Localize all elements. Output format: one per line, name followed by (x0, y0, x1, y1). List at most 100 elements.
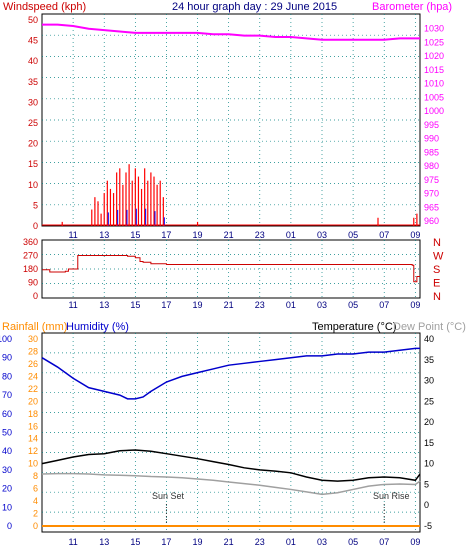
temperature-tick-label: 5 (424, 479, 429, 489)
x-tick-label: 21 (224, 537, 234, 547)
dewpoint-line (41, 472, 421, 496)
humidity-line (41, 347, 420, 400)
x-tick-label: 13 (99, 537, 109, 547)
rainfall-tick-label: 20 (28, 396, 38, 406)
baro-tick-label: 985 (424, 147, 439, 157)
rainfall-tick-label: 16 (28, 421, 38, 431)
baro-tick-label: 965 (424, 202, 439, 212)
wind-tick-label: 50 (28, 15, 38, 25)
axis-ticks: 0510152025303540455096096597097598098599… (0, 15, 444, 547)
dewpoint-axis-title: Dew Point (°C) (393, 321, 466, 333)
humidity-tick-label: 70 (2, 390, 12, 400)
direction-compass-label: S (433, 264, 440, 276)
x-tick-label: 19 (193, 537, 203, 547)
x-tick-label: 05 (348, 230, 358, 240)
wind-tick-label: 20 (28, 139, 38, 149)
wind-tick-label: 10 (28, 180, 38, 190)
x-tick-label: 15 (130, 230, 140, 240)
humidity-tick-label: 30 (2, 465, 12, 475)
x-tick-label: 15 (130, 300, 140, 310)
x-tick-label: 07 (379, 537, 389, 547)
rainfall-tick-label: 18 (28, 409, 38, 419)
x-tick-label: 05 (348, 300, 358, 310)
humidity-tick-label: 60 (2, 409, 12, 419)
direction-tick-label: 90 (28, 278, 38, 288)
temperature-tick-label: -5 (424, 521, 432, 531)
temperature-tick-label: 0 (424, 500, 429, 510)
wind-grid (42, 14, 420, 226)
x-tick-label: 17 (161, 537, 171, 547)
rainfall-tick-label: 6 (33, 484, 38, 494)
humidity-tick-label: 90 (2, 353, 12, 363)
x-tick-label: 15 (130, 537, 140, 547)
baro-tick-label: 970 (424, 189, 439, 199)
x-tick-label: 21 (224, 300, 234, 310)
direction-tick-label: 270 (23, 251, 38, 261)
x-tick-label: 17 (161, 230, 171, 240)
sunset-label: Sun Set (152, 491, 185, 501)
baro-tick-label: 1000 (424, 106, 444, 116)
x-tick-label: 11 (68, 230, 77, 240)
x-tick-label: 19 (193, 230, 203, 240)
x-tick-label: 01 (286, 537, 296, 547)
wind-direction-line (42, 255, 420, 283)
rainfall-axis-title: Rainfall (mm) (2, 321, 67, 333)
humidity-tick-label: 10 (2, 502, 12, 512)
direction-compass-label: W (433, 251, 444, 263)
wind-tick-label: 0 (33, 221, 38, 231)
x-tick-label: 03 (317, 300, 327, 310)
x-tick-label: 19 (193, 300, 203, 310)
rainfall-tick-label: 12 (28, 446, 38, 456)
direction-compass-label: N (433, 237, 441, 249)
baro-tick-label: 990 (424, 134, 439, 144)
baro-tick-label: 1010 (424, 79, 444, 89)
humidity-tick-label: 80 (2, 371, 12, 381)
x-tick-label: 09 (410, 230, 420, 240)
wind-tick-label: 25 (28, 118, 38, 128)
direction-grid (42, 240, 420, 298)
rainfall-tick-label: 10 (28, 459, 38, 469)
x-tick-label: 09 (410, 300, 420, 310)
chart-title: 24 hour graph day : 29 June 2015 (172, 1, 337, 13)
rainfall-tick-label: 8 (33, 471, 38, 481)
x-tick-label: 01 (286, 300, 296, 310)
humidity-tick-label: 0 (7, 521, 12, 531)
x-tick-label: 05 (348, 537, 358, 547)
rainfall-tick-label: 30 (28, 334, 38, 344)
x-tick-label: 13 (99, 300, 109, 310)
temperature-tick-label: 25 (424, 396, 434, 406)
wind-tick-label: 40 (28, 56, 38, 66)
temperature-tick-label: 40 (424, 334, 434, 344)
direction-tick-label: 0 (33, 291, 38, 301)
temperature-tick-label: 20 (424, 417, 434, 427)
x-tick-label: 07 (379, 230, 389, 240)
baro-tick-label: 980 (424, 161, 439, 171)
wind-tick-label: 5 (33, 200, 38, 210)
baro-tick-label: 1025 (424, 37, 444, 47)
x-tick-label: 23 (255, 537, 265, 547)
temperature-tick-label: 30 (424, 376, 434, 386)
rainfall-tick-label: 0 (33, 521, 38, 531)
rainfall-tick-label: 24 (28, 371, 38, 381)
x-tick-label: 11 (68, 300, 77, 310)
temperature-tick-label: 35 (424, 355, 434, 365)
wind-tick-label: 30 (28, 97, 38, 107)
direction-tick-label: 180 (23, 264, 38, 274)
humidity-tick-label: 100 (0, 334, 12, 344)
baro-tick-label: 975 (424, 175, 439, 185)
baro-tick-label: 960 (424, 216, 439, 226)
wind-tick-label: 45 (28, 36, 38, 46)
rainfall-tick-label: 26 (28, 359, 38, 369)
x-tick-label: 23 (255, 230, 265, 240)
x-tick-label: 11 (68, 537, 77, 547)
direction-tick-label: 360 (23, 237, 38, 247)
windspeed-bars (42, 164, 420, 226)
humidity-tick-label: 50 (2, 428, 12, 438)
humidity-tick-label: 20 (2, 484, 12, 494)
baro-tick-label: 1020 (424, 51, 444, 61)
temperature-tick-label: 10 (424, 459, 434, 469)
baro-tick-label: 995 (424, 120, 439, 130)
rainfall-tick-label: 4 (33, 496, 38, 506)
x-tick-label: 03 (317, 537, 327, 547)
